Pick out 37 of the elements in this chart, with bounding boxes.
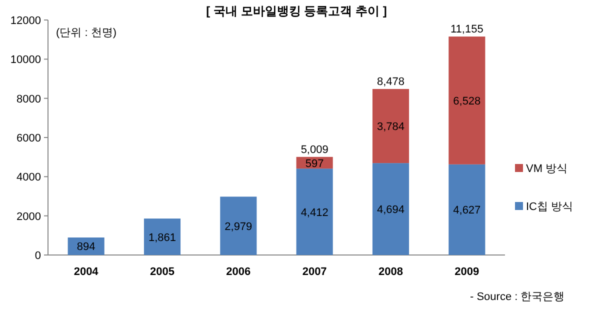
bar xyxy=(144,218,181,255)
bar xyxy=(372,163,410,255)
legend-label: IC칩 방식 xyxy=(526,201,574,213)
data-label: 894 xyxy=(76,241,96,254)
total-label: 5,009 xyxy=(300,144,328,156)
x-tick-label: 2004 xyxy=(74,266,100,278)
text: - Source : 한국은행 xyxy=(470,291,565,303)
data-label: 6,528 xyxy=(453,95,481,108)
bar xyxy=(220,196,257,255)
y-tick-label: 4000 xyxy=(16,172,41,184)
y-tick-label: 10000 xyxy=(10,54,41,66)
data-label: 597 xyxy=(305,158,324,170)
y-tick-label: 6000 xyxy=(16,132,41,144)
data-label: 4,694 xyxy=(376,204,405,216)
y-tick-label: 12000 xyxy=(10,15,41,27)
bar xyxy=(296,168,333,255)
data-label: 3,784 xyxy=(376,121,405,134)
annotation: (단위 : 천명) xyxy=(56,27,116,39)
bar xyxy=(372,88,410,164)
data-label: 4,627 xyxy=(453,204,481,217)
y-tick-label: 0 xyxy=(34,250,41,262)
x-tick-label: 2008 xyxy=(378,266,403,278)
data-label: 4,412 xyxy=(300,206,328,219)
legend-label: VM 방식 xyxy=(526,163,568,175)
bar xyxy=(448,164,486,255)
x-tick-label: 2009 xyxy=(454,266,480,278)
data-label: 1,861 xyxy=(148,232,176,244)
data-label: 2,979 xyxy=(224,220,252,233)
total-label: 8,478 xyxy=(376,76,405,88)
y-tick-label: 8000 xyxy=(16,93,41,106)
total-label: 11,155 xyxy=(450,24,484,36)
x-tick-label: 2006 xyxy=(226,266,251,278)
y-tick-label: 2000 xyxy=(16,210,41,223)
x-tick-label: 2007 xyxy=(302,266,327,278)
bar xyxy=(448,36,486,164)
chart-title: [ 국내 모바일뱅킹 등록고객 추이 ] xyxy=(206,4,387,18)
x-tick-label: 2005 xyxy=(150,266,174,278)
